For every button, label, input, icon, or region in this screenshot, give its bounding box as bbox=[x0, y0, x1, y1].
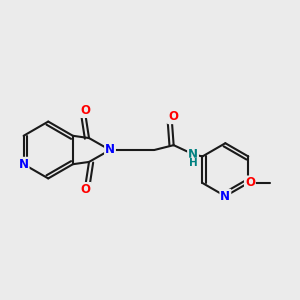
Text: N: N bbox=[105, 143, 115, 157]
Text: O: O bbox=[168, 110, 178, 123]
Text: N: N bbox=[19, 158, 28, 171]
Text: O: O bbox=[81, 183, 91, 196]
Text: N: N bbox=[220, 190, 230, 203]
Text: O: O bbox=[81, 104, 91, 117]
Text: H: H bbox=[189, 158, 197, 168]
Text: N: N bbox=[188, 148, 198, 161]
Text: O: O bbox=[245, 176, 255, 190]
